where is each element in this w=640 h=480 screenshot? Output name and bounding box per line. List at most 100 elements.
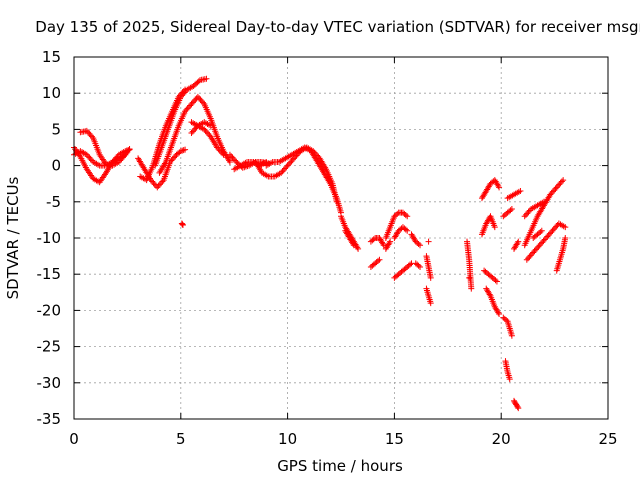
data-point (548, 190, 555, 197)
y-tick-label: 0 (51, 157, 61, 175)
series-arc-32 (481, 267, 500, 285)
data-point (496, 311, 503, 318)
data-point (548, 229, 555, 236)
series-arc-36 (511, 397, 522, 412)
y-tick-labels: -35 -30 -25 -20 -15 -10 -5 0 5 10 15 (37, 48, 62, 428)
data-point (170, 154, 177, 161)
data-point (151, 181, 158, 188)
data-point (560, 177, 567, 184)
data-point (552, 224, 559, 231)
data-point (177, 93, 184, 100)
data-point (228, 153, 235, 160)
data-point (523, 256, 530, 263)
series-arc-31 (478, 177, 503, 202)
data-point (525, 208, 532, 215)
series-arc-16 (342, 227, 357, 249)
data-point (507, 207, 514, 214)
data-point (508, 206, 515, 213)
data-point (535, 243, 542, 250)
data-point (87, 132, 94, 139)
data-point (217, 148, 224, 155)
series-arc-25 (423, 253, 434, 281)
data-point (180, 90, 187, 97)
data-point (402, 212, 409, 219)
data-point (551, 187, 558, 194)
data-point (526, 253, 533, 260)
data-point (88, 133, 95, 140)
data-point (402, 226, 409, 233)
y-axis-label: SDTVAR / TECUs (4, 176, 22, 299)
x-tick-label: 15 (385, 430, 404, 448)
data-point (549, 227, 556, 234)
data-point (404, 213, 411, 220)
series-arc-20 (382, 238, 394, 252)
data-point (376, 256, 383, 263)
series-arc-41 (523, 220, 569, 263)
data-point (202, 127, 209, 134)
data-point (515, 405, 522, 412)
x-tick-label: 20 (492, 430, 511, 448)
data-point (149, 178, 156, 185)
series-arc-6 (152, 75, 210, 169)
data-point (540, 237, 547, 244)
chart-title: Day 135 of 2025, Sidereal Day-to-day VTE… (35, 18, 640, 36)
series-arc-23 (408, 231, 424, 249)
data-point (544, 233, 551, 240)
data-point (549, 188, 556, 195)
data-point (508, 332, 515, 339)
data-point (528, 250, 535, 257)
series-arc-17 (367, 235, 387, 249)
y-tick-label: 5 (51, 120, 61, 138)
data-point (404, 227, 411, 234)
data-point (169, 156, 176, 163)
data-point (192, 125, 199, 132)
x-tick-labels: 0 5 10 15 20 25 (69, 430, 617, 448)
series-arc-15 (338, 213, 362, 252)
series-arc-27 (425, 238, 432, 245)
data-point (216, 147, 223, 154)
data-point (407, 261, 414, 268)
data-point (537, 240, 544, 247)
data-point (178, 220, 185, 227)
data-point (486, 291, 493, 298)
data-point (179, 221, 186, 228)
series-arc-19 (382, 209, 411, 241)
y-tick-label: -20 (37, 301, 62, 319)
data-point (181, 89, 188, 96)
plot-frame (73, 56, 609, 420)
data-points (71, 75, 569, 412)
data-point (188, 101, 195, 108)
data-point (349, 240, 356, 247)
series-arc-42 (521, 198, 547, 220)
data-point (466, 274, 473, 281)
data-point (514, 240, 521, 247)
data-point (283, 164, 290, 171)
data-point (85, 153, 92, 160)
data-point (350, 242, 357, 249)
data-point (158, 179, 165, 186)
data-point (203, 75, 210, 82)
series-arc-9 (188, 119, 214, 137)
data-point (354, 244, 361, 251)
y-tick-label: -15 (37, 265, 62, 283)
data-point (226, 151, 233, 158)
data-point (417, 263, 424, 270)
data-point (154, 184, 161, 191)
data-point (394, 210, 401, 217)
data-point (230, 156, 237, 163)
series-arc-8 (188, 119, 227, 158)
series-arc-30 (478, 213, 498, 238)
data-point (200, 99, 207, 106)
data-point (155, 182, 162, 189)
data-point (558, 178, 565, 185)
data-point (536, 242, 543, 249)
data-point (232, 157, 239, 164)
series-arc-3 (71, 148, 129, 169)
x-tick-label: 0 (69, 430, 79, 448)
data-point (205, 130, 212, 137)
data-point (543, 235, 550, 241)
data-point (503, 317, 510, 324)
series-arc-44 (530, 227, 545, 241)
data-point (553, 184, 560, 191)
data-point (229, 154, 236, 161)
